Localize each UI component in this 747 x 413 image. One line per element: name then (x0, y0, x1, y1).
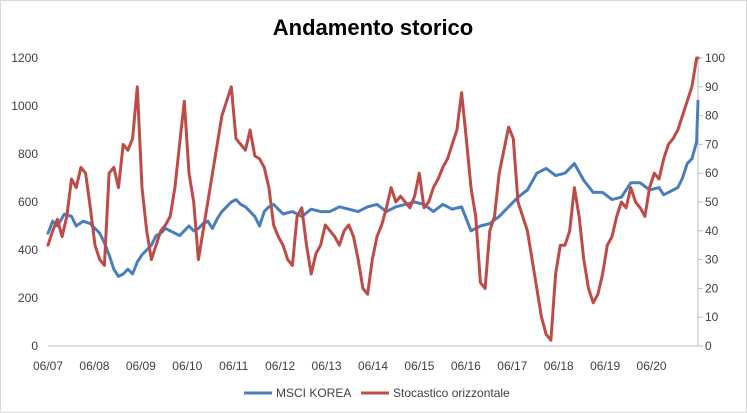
legend: MSCI KOREA Stocastico orizzontale (244, 386, 510, 400)
x-tick-label: 06/16 (451, 359, 481, 373)
y-right-tick-label: 20 (705, 281, 719, 295)
y-right-tick-label: 100 (705, 51, 725, 65)
x-tick-label: 06/20 (637, 359, 667, 373)
y-left-tick-label: 1000 (11, 99, 38, 113)
x-axis: 06/07 06/08 06/09 06/10 06/11 06/12 06/13 06/14… (33, 359, 667, 373)
x-tick-label: 06/10 (172, 359, 202, 373)
y-left-tick-label: 1200 (11, 51, 38, 65)
y-right-tick-label: 50 (705, 195, 719, 209)
x-tick-label: 06/18 (544, 359, 574, 373)
series-layer (46, 56, 700, 342)
y-right-tick-label: 30 (705, 253, 719, 267)
x-tick-label: 06/14 (358, 359, 388, 373)
y-left-tick-label: 0 (31, 339, 38, 353)
y-left-tick-label: 800 (18, 147, 38, 161)
y-axis-left: 0 200 400 600 800 1000 1200 (11, 51, 38, 353)
y-axis-right: 0 10 20 30 40 50 60 70 80 90 100 (698, 51, 725, 353)
x-tick-label: 06/11 (219, 359, 248, 373)
x-tick-label: 06/09 (126, 359, 156, 373)
legend-label: Stocastico orizzontale (393, 386, 510, 400)
y-left-tick-label: 200 (18, 291, 38, 305)
x-tick-label: 06/07 (33, 359, 63, 373)
chart-title: Andamento storico (273, 15, 473, 40)
x-tick-label: 06/15 (404, 359, 434, 373)
series-line-msci-korea (46, 99, 700, 278)
y-right-tick-label: 80 (705, 109, 719, 123)
y-right-tick-label: 10 (705, 310, 719, 324)
y-right-tick-label: 90 (705, 80, 719, 94)
y-right-tick-label: 40 (705, 224, 719, 238)
y-right-tick-label: 70 (705, 137, 719, 151)
x-tick-label: 06/08 (79, 359, 109, 373)
x-tick-label: 06/17 (497, 359, 527, 373)
y-left-tick-label: 600 (18, 195, 38, 209)
x-tick-label: 06/12 (265, 359, 295, 373)
y-left-tick-label: 400 (18, 243, 38, 257)
x-tick-label: 06/19 (590, 359, 620, 373)
y-right-tick-label: 0 (705, 339, 712, 353)
x-tick-label: 06/13 (312, 359, 342, 373)
legend-label: MSCI KOREA (276, 386, 351, 400)
y-right-tick-label: 60 (705, 166, 719, 180)
series-line-stocastico (46, 56, 700, 342)
